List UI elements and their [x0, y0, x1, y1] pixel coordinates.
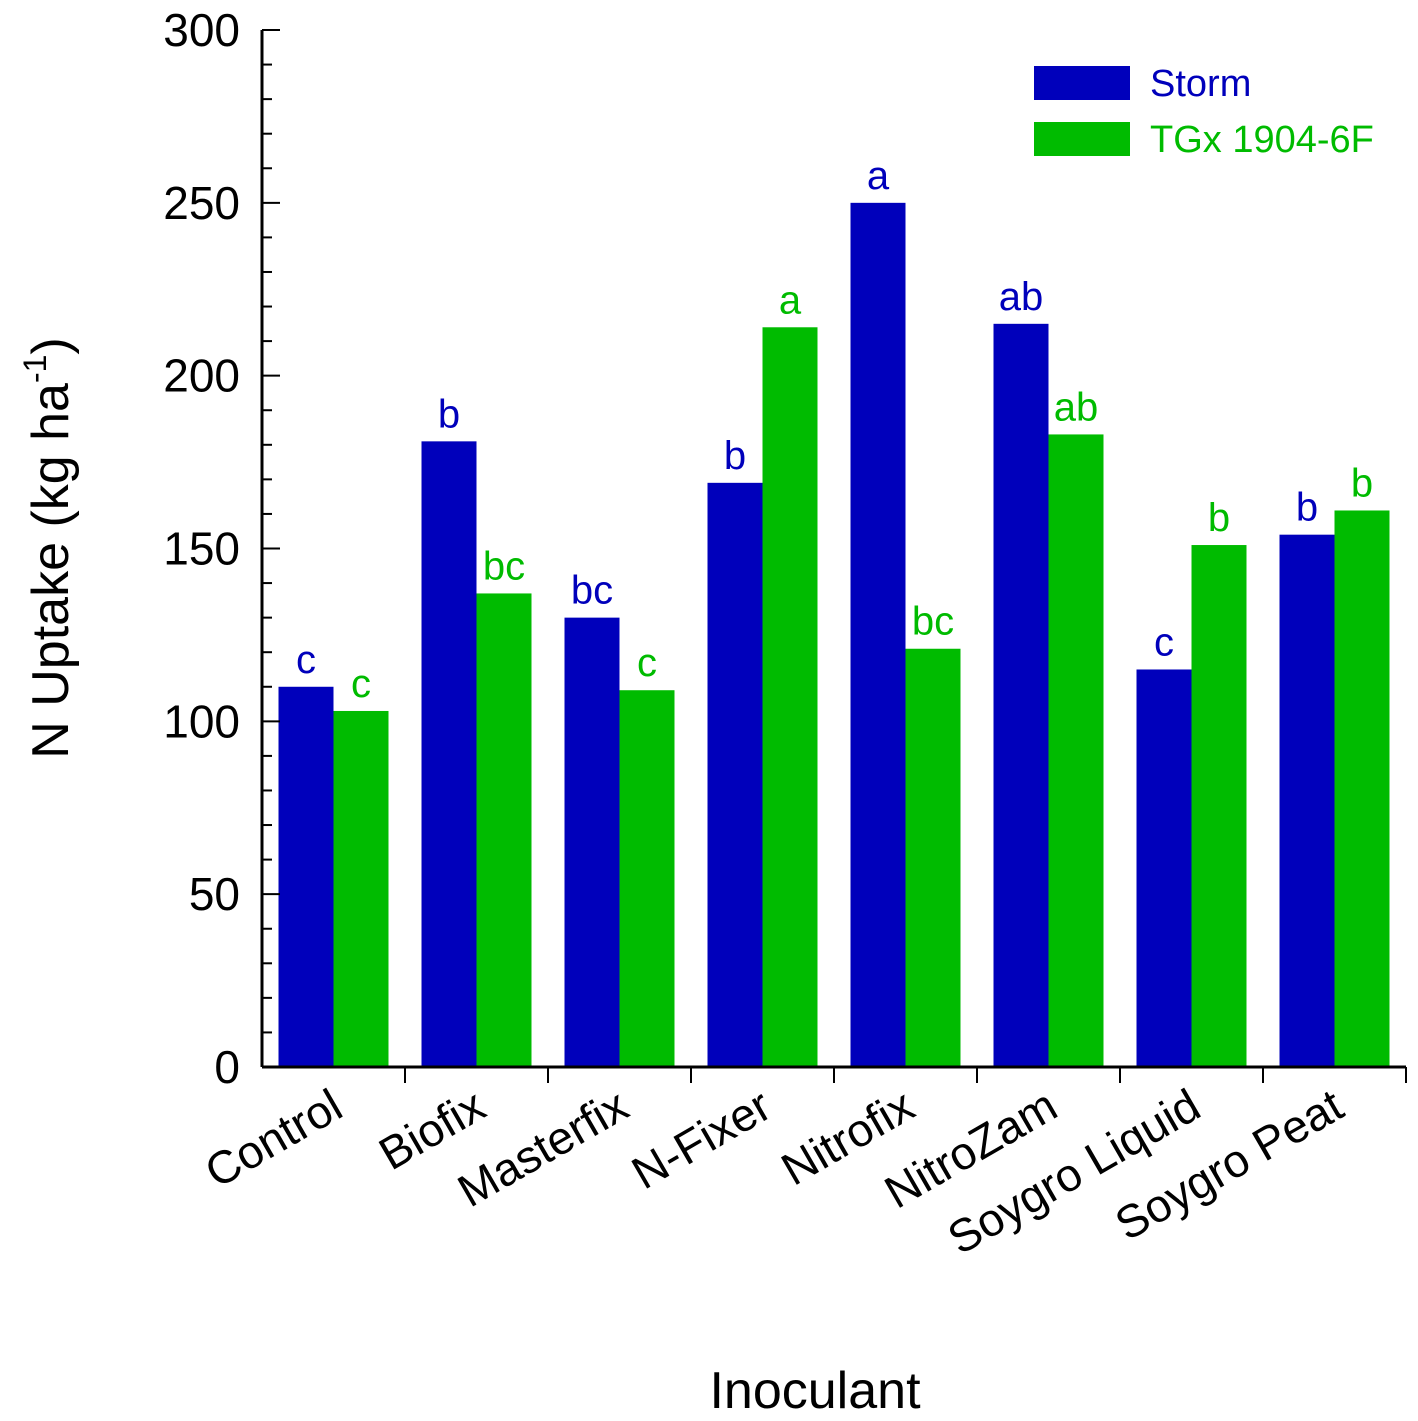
- bar-storm-control: [278, 686, 334, 1067]
- sig-label: ab: [1054, 385, 1099, 429]
- bar-tgx-1904-6f-biofix: [476, 593, 532, 1067]
- bar-tgx-1904-6f-control: [333, 710, 389, 1067]
- sig-label: b: [1208, 496, 1230, 540]
- sig-label: c: [296, 638, 316, 682]
- bar-storm-masterfix: [564, 617, 620, 1067]
- bar-tgx-1904-6f-nitrofix: [905, 648, 961, 1067]
- y-axis-title-main: N Uptake (kg ha: [22, 383, 80, 759]
- sig-label: a: [867, 154, 890, 198]
- sig-label: b: [1351, 461, 1373, 505]
- sig-label: c: [637, 641, 657, 685]
- y-tick-label: 250: [163, 177, 240, 229]
- x-axis-title: Inoculant: [709, 1362, 921, 1420]
- legend-label: Storm: [1150, 63, 1251, 105]
- x-tick-label: N-Fixer: [623, 1079, 780, 1199]
- sig-label: b: [438, 392, 460, 436]
- bar-storm-soygro-peat: [1279, 534, 1335, 1067]
- sig-label: bc: [483, 544, 525, 588]
- y-tick-label: 200: [163, 350, 240, 402]
- y-axis-title-superscript: -1: [17, 355, 53, 383]
- legend-label: TGx 1904-6F: [1150, 119, 1374, 161]
- bars-layer: [278, 202, 1390, 1068]
- x-ticks: Control BiofixMasterfixN-FixerNitrofixNit…: [196, 1067, 1407, 1264]
- bar-tgx-1904-6f-masterfix: [619, 690, 675, 1067]
- bar-storm-nitrofix: [850, 202, 906, 1068]
- y-tick-label: 100: [163, 695, 240, 747]
- legend-swatch: [1034, 122, 1130, 156]
- sig-label: b: [1296, 486, 1318, 530]
- sig-label: b: [724, 434, 746, 478]
- y-axis-title-close: ): [22, 337, 80, 354]
- bar-tgx-1904-6f-nitrozam: [1048, 434, 1104, 1067]
- y-axis-title: N Uptake (kg ha-1): [17, 337, 80, 759]
- sig-label: bc: [571, 569, 613, 613]
- y-tick-label: 300: [163, 4, 240, 56]
- sig-label: c: [1154, 620, 1174, 664]
- y-tick-label: 0: [214, 1041, 240, 1093]
- x-tick-label: Control: [196, 1079, 350, 1198]
- sig-label: ab: [999, 275, 1044, 319]
- y-tick-label: 50: [189, 868, 240, 920]
- bar-storm-soygro-liquid: [1136, 669, 1192, 1067]
- bar-storm-nitrozam: [993, 323, 1049, 1068]
- bar-storm-n-fixer: [707, 482, 763, 1067]
- bar-tgx-1904-6f-soygro-liquid: [1191, 545, 1247, 1067]
- legend-swatch: [1034, 66, 1130, 100]
- y-ticks: 0 50 100 150 200 250 300: [163, 4, 280, 1093]
- bar-storm-biofix: [421, 441, 477, 1067]
- bar-tgx-1904-6f-n-fixer: [762, 327, 818, 1068]
- sig-label: a: [779, 278, 802, 322]
- bar-tgx-1904-6f-soygro-peat: [1334, 510, 1390, 1067]
- sig-label: bc: [912, 600, 954, 644]
- legend: Storm TGx 1904-6F: [1034, 63, 1374, 161]
- y-tick-label: 150: [163, 523, 240, 575]
- sig-label: c: [351, 662, 371, 706]
